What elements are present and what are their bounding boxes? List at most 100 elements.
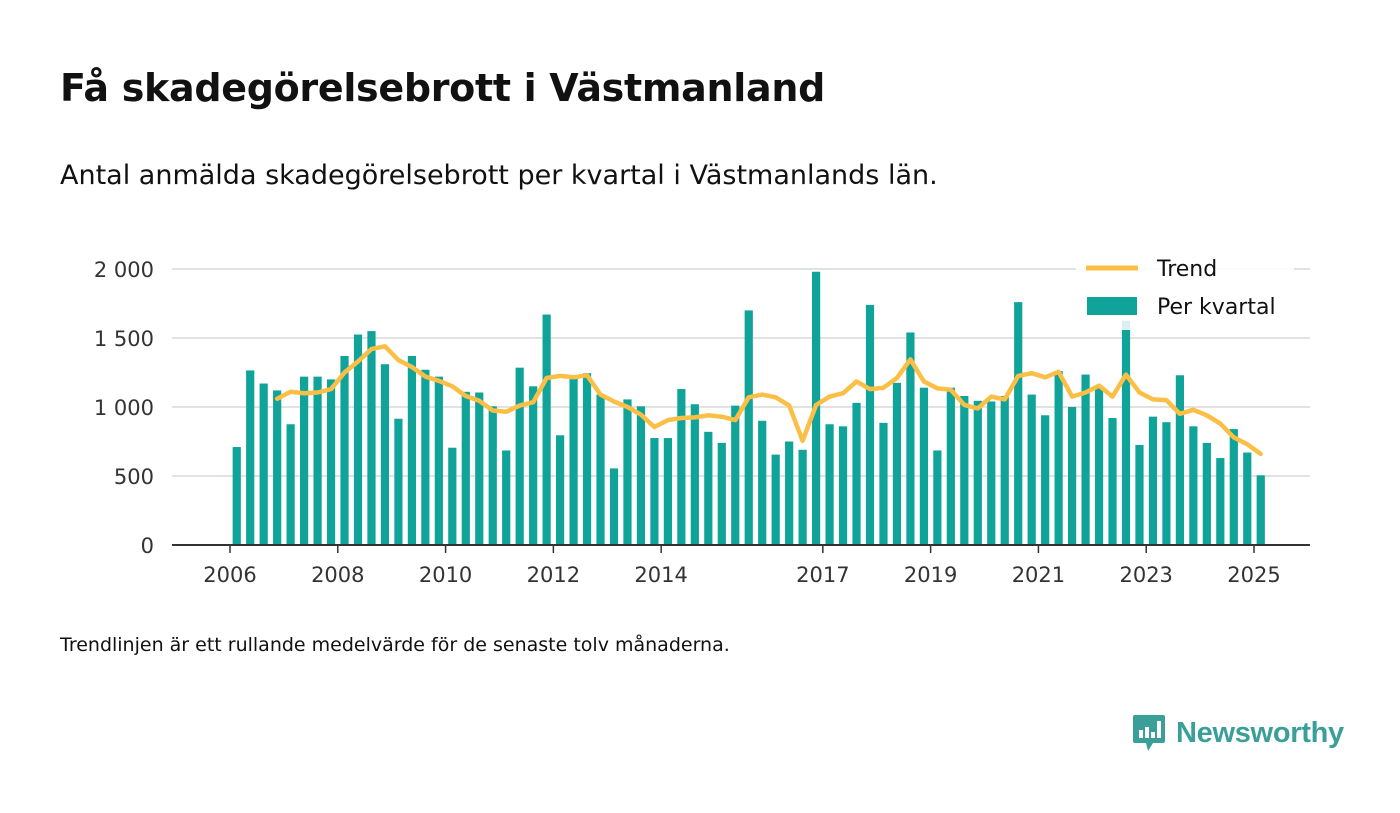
- bar: [596, 394, 605, 545]
- bar: [1162, 422, 1171, 545]
- x-tick-label: 2025: [1227, 563, 1280, 587]
- bar: [987, 401, 996, 545]
- bar: [556, 435, 565, 545]
- bar: [758, 420, 767, 545]
- y-tick-label: 500: [114, 465, 154, 489]
- bar: [919, 387, 928, 545]
- bar: [1135, 444, 1144, 545]
- bar: [892, 382, 902, 545]
- footnote: Trendlinjen är ett rullande medelvärde f…: [60, 634, 730, 656]
- brand-name: Newsworthy: [1176, 716, 1344, 749]
- bar: [663, 438, 672, 545]
- bar: [1121, 320, 1131, 545]
- x-tick-label: 2014: [634, 563, 687, 587]
- bar: [273, 390, 282, 545]
- bar: [353, 334, 363, 545]
- bar: [569, 377, 578, 545]
- chart-speech-bubble-icon: [1133, 715, 1165, 751]
- bar: [1068, 407, 1077, 545]
- bar: [1189, 426, 1198, 545]
- bar: [326, 379, 336, 545]
- bar: [1014, 302, 1023, 545]
- trend-line: [274, 344, 1263, 457]
- bar: [825, 424, 834, 545]
- x-tick-label: 2019: [904, 563, 957, 587]
- bar: [259, 383, 268, 545]
- bar: [906, 332, 915, 545]
- bar: [609, 468, 619, 545]
- y-tick-label: 0: [141, 534, 154, 558]
- bar: [1054, 371, 1063, 545]
- bar: [744, 310, 753, 545]
- bar: [407, 355, 416, 545]
- bar: [1081, 374, 1090, 545]
- legend-trend-label: Trend: [1156, 257, 1217, 282]
- x-tick-label: 2023: [1119, 563, 1172, 587]
- y-tick-label: 1 500: [94, 327, 154, 351]
- bar: [1108, 418, 1117, 545]
- legend-bar-label: Per kvartal: [1157, 295, 1276, 320]
- bar: [1202, 442, 1211, 545]
- bar: [1256, 475, 1265, 545]
- bar: [960, 395, 969, 545]
- bar: [582, 373, 592, 545]
- bar: [1175, 375, 1184, 545]
- bar: [475, 392, 484, 545]
- bar: [434, 376, 443, 545]
- bar: [865, 304, 875, 545]
- x-tick-label: 2021: [1012, 563, 1065, 587]
- bar: [785, 441, 794, 545]
- bar: [232, 447, 241, 545]
- bar: [771, 454, 780, 545]
- bar: [1094, 387, 1104, 545]
- x-tick-label: 2006: [203, 563, 256, 587]
- chart-title: Få skadegörelsebrott i Västmanland: [60, 66, 825, 110]
- x-tick-label: 2008: [311, 563, 364, 587]
- bar: [488, 406, 497, 545]
- bar: [852, 402, 861, 545]
- bar: [690, 404, 699, 545]
- bar: [286, 424, 295, 545]
- bar: [461, 391, 470, 545]
- bar: [448, 447, 457, 545]
- y-tick-label: 2 000: [94, 258, 154, 282]
- bar: [542, 314, 551, 545]
- bar: [1148, 416, 1158, 545]
- bar: [515, 367, 524, 545]
- x-axis-ticks: 2006 2008 2010 2012 2014 2017 2019 2021 2023 2025: [203, 545, 1281, 587]
- chart-subtitle: Antal anmälda skadegörelsebrott per kvar…: [60, 160, 938, 191]
- y-axis-labels: 0 500 1 000 1 500 2 000: [94, 258, 154, 558]
- legend-bar-swatch: [1087, 297, 1137, 315]
- bar: [933, 450, 942, 545]
- legend: Trend Per kvartal: [1076, 252, 1294, 330]
- bar: [1041, 415, 1050, 545]
- bar: [300, 376, 309, 545]
- bar: [677, 389, 686, 545]
- bar: [380, 364, 390, 545]
- bar: [879, 422, 888, 545]
- bar: [704, 431, 713, 545]
- brand-logo: Newsworthy: [1132, 712, 1344, 754]
- bar: [421, 369, 430, 545]
- bar: [367, 331, 376, 545]
- bar: [502, 450, 511, 545]
- bar: [946, 387, 955, 545]
- bar: [1229, 429, 1238, 545]
- bar: [838, 426, 848, 545]
- bar: [313, 376, 322, 545]
- legend-background: [1076, 252, 1294, 330]
- bar: [246, 370, 255, 545]
- x-tick-label: 2017: [796, 563, 849, 587]
- bar: [798, 449, 807, 545]
- bar: [1243, 452, 1252, 545]
- x-tick-label: 2012: [527, 563, 580, 587]
- bar: [717, 442, 726, 545]
- bar: [1000, 395, 1009, 545]
- bar: [394, 418, 403, 545]
- x-tick-label: 2010: [419, 563, 472, 587]
- bar: [1216, 458, 1225, 545]
- bar: [1027, 394, 1036, 545]
- bar: [731, 405, 740, 545]
- bar: [529, 386, 538, 545]
